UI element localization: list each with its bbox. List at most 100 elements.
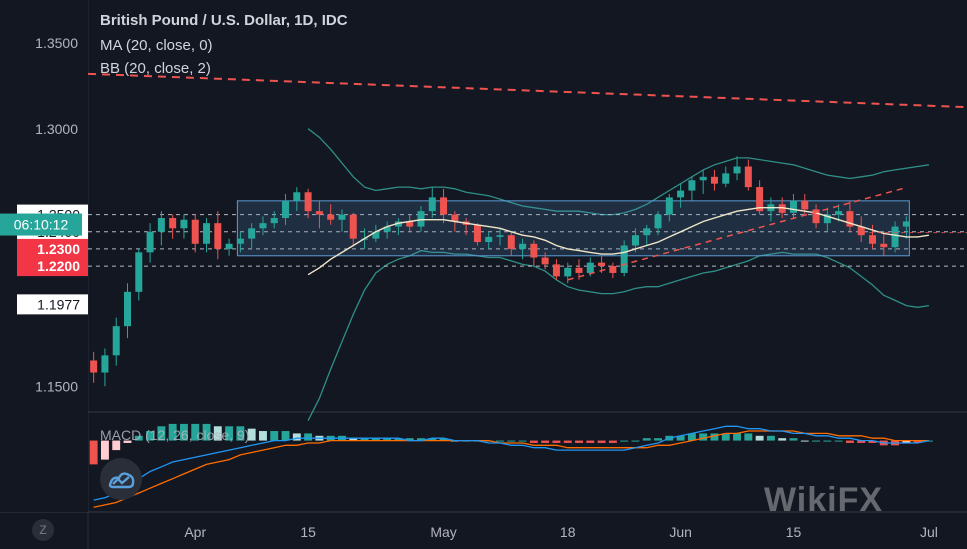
macd-histogram-bar	[857, 440, 866, 443]
candle-body	[631, 235, 639, 246]
bollinger-bands	[307, 128, 929, 421]
countdown-label: 06:10:12	[14, 217, 69, 233]
symbol-title[interactable]: British Pound / U.S. Dollar, 1D, IDC	[100, 12, 348, 29]
candle-body	[282, 200, 290, 219]
macd-histogram-bar	[179, 423, 188, 441]
candle-body	[575, 267, 583, 273]
candle-body	[135, 252, 143, 292]
macd-histogram-bar	[417, 438, 425, 441]
time-label: May	[430, 524, 456, 540]
time-axis[interactable]: Apr 15 May 18 Jun 15 Jul	[184, 524, 938, 540]
candle-body	[496, 235, 504, 237]
macd-histogram-bar	[812, 440, 821, 442]
macd-histogram-bar	[563, 440, 572, 443]
macd-histogram-bar	[755, 435, 764, 441]
trendlines[interactable]	[87, 72, 967, 281]
bb-lower-line	[307, 249, 929, 421]
macd-histogram-bar	[394, 438, 403, 441]
macd-histogram-bar	[134, 435, 143, 441]
candle-body	[338, 214, 346, 220]
candle-body	[519, 243, 527, 249]
candle-body	[406, 221, 414, 227]
candle-body	[248, 228, 256, 239]
candle-body	[620, 245, 628, 273]
macd-histogram-bar	[405, 438, 414, 441]
candle-body	[146, 231, 154, 253]
macd-histogram-bar	[439, 438, 448, 441]
candle-body	[372, 231, 380, 239]
macd-histogram-bar	[642, 438, 651, 441]
candle-body	[812, 209, 820, 224]
time-label: 15	[786, 524, 802, 540]
macd-histogram-bar	[292, 433, 301, 441]
macd-histogram-bar	[597, 440, 606, 443]
candle-body	[315, 211, 323, 215]
macd-legend[interactable]: MACD (12, 26, close, 9)	[100, 427, 250, 443]
macd-histogram-bar	[225, 426, 234, 441]
candle-body	[112, 326, 120, 356]
candle-body	[225, 243, 233, 249]
ma-legend[interactable]: MA (20, close, 0)	[100, 37, 213, 54]
zoom-reset-button[interactable]: Z	[32, 519, 54, 541]
macd-histogram-bar	[902, 440, 911, 443]
candle-body	[609, 266, 617, 273]
candle-body	[868, 235, 876, 244]
candle-body	[530, 243, 538, 258]
countdown-box	[0, 213, 82, 236]
time-label: Apr	[184, 524, 206, 540]
macd-histogram-bar	[676, 435, 685, 441]
macd-histogram-bar	[575, 440, 583, 443]
candle-body	[428, 197, 436, 212]
candle-body	[744, 166, 752, 188]
macd-histogram-bar	[304, 433, 313, 441]
candle-body	[180, 219, 188, 229]
candle-body	[598, 262, 606, 267]
candle-body	[157, 218, 165, 232]
price-label: 1.3500	[35, 35, 78, 51]
macd-histogram-bar	[744, 433, 753, 441]
bb-legend[interactable]: BB (20, close, 2)	[100, 60, 211, 77]
macd-histogram-bar	[213, 426, 222, 441]
macd-histogram-bar	[541, 440, 550, 443]
macd-histogram-bar	[868, 440, 877, 443]
candle-body	[304, 192, 312, 212]
candle-body	[699, 176, 707, 181]
price-label: 1.1500	[35, 378, 78, 394]
macd-histogram-bar	[259, 431, 267, 441]
macd-histogram-bar	[146, 431, 155, 441]
macd-histogram-bar	[778, 438, 787, 441]
candle-body	[259, 223, 267, 229]
ma20-line	[307, 207, 930, 276]
candle-body	[236, 238, 244, 244]
price-level-box	[17, 238, 88, 259]
candle-body	[564, 267, 572, 277]
candle-body	[101, 355, 109, 373]
macd-histogram-bar	[654, 438, 662, 441]
price-axis[interactable]: 1.35001.30001.15001.25001.24001.23001.22…	[0, 0, 88, 512]
candle-body	[733, 166, 741, 174]
macd-line	[93, 425, 930, 501]
candle-body	[327, 214, 335, 220]
candle-body	[473, 224, 481, 243]
price-label: 1.3000	[35, 121, 78, 137]
candle-body	[665, 197, 673, 215]
macd-signal-line	[93, 430, 929, 508]
macd-histogram-bar	[699, 433, 708, 441]
macd-histogram-bar	[800, 440, 809, 442]
macd-histogram-bar	[620, 440, 629, 442]
candle-body	[891, 226, 899, 248]
candle-body	[857, 226, 865, 236]
candle-body	[710, 176, 718, 184]
macd-histogram-bar	[507, 440, 516, 442]
candle-body	[169, 218, 177, 229]
candle-body	[203, 223, 211, 244]
candle-body	[902, 221, 910, 227]
range-box[interactable]	[236, 200, 910, 257]
tradingview-logo-icon[interactable]	[100, 458, 142, 500]
candle-body	[270, 218, 278, 224]
macd-histogram-bar	[371, 438, 380, 441]
candle-body	[394, 221, 402, 227]
candle-body	[880, 243, 888, 248]
price-level-box	[17, 294, 88, 315]
